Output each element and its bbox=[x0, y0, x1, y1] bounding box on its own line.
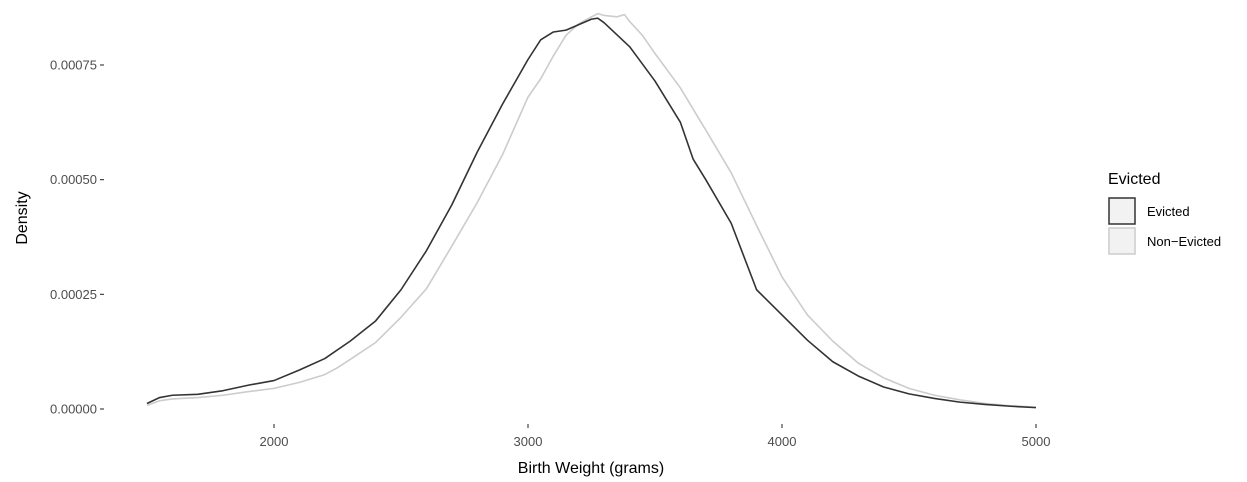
legend: Evicted Evicted Non−Evicted bbox=[1108, 171, 1221, 255]
legend-title: Evicted bbox=[1108, 171, 1160, 188]
y-tick-label: 0.00025 bbox=[50, 287, 97, 302]
y-tick-label: 0.00000 bbox=[50, 402, 97, 417]
legend-key-evicted bbox=[1108, 197, 1136, 225]
y-tick-label: 0.00050 bbox=[50, 172, 97, 187]
x-tick-label: 2000 bbox=[260, 434, 289, 449]
y-axis-title: Density bbox=[14, 191, 31, 244]
y-tick-label: 0.00075 bbox=[50, 58, 97, 73]
series-line-non-evicted bbox=[146, 12, 1037, 408]
plot-area bbox=[146, 12, 1037, 409]
legend-label-non-evicted: Non−Evicted bbox=[1147, 234, 1221, 249]
x-axis-title: Birth Weight (grams) bbox=[518, 460, 664, 477]
x-tick-label: 5000 bbox=[1022, 434, 1051, 449]
legend-key-non-evicted bbox=[1108, 227, 1136, 255]
x-tick-label: 3000 bbox=[514, 434, 543, 449]
x-tick-label: 4000 bbox=[768, 434, 797, 449]
legend-label-evicted: Evicted bbox=[1147, 204, 1190, 219]
series-layer bbox=[146, 12, 1037, 409]
x-axis: 2000 3000 4000 5000 bbox=[260, 424, 1051, 449]
y-axis: 0.00000 0.00025 0.00050 0.00075 bbox=[50, 58, 104, 417]
series-line-evicted bbox=[146, 17, 1037, 409]
